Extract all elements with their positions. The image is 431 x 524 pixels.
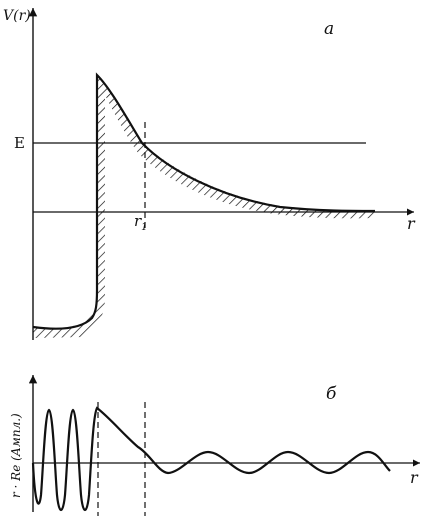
panel-a-x-axis-label: r	[407, 214, 416, 233]
panel-a-y-axis-label: V(r)	[3, 8, 31, 24]
panel-b: r · Re (Ампл.) б r	[9, 375, 420, 516]
panel-b-x-axis-label: r	[410, 468, 419, 487]
panel-a-letter: a	[324, 19, 334, 39]
panel-b-letter: б	[326, 384, 337, 404]
r1-label: r1	[134, 212, 148, 233]
energy-label: E	[14, 134, 25, 152]
r1-label-main: r	[134, 212, 142, 230]
panel-a: V(r) a E r1 r	[3, 8, 416, 340]
panel-b-y-axis-label: r · Re (Ампл.)	[9, 413, 23, 498]
potential-curve	[32, 72, 376, 330]
wavefunction-curve	[31, 406, 391, 512]
r1-label-subscript: 1	[141, 222, 147, 233]
potential-hatching	[33, 75, 375, 338]
